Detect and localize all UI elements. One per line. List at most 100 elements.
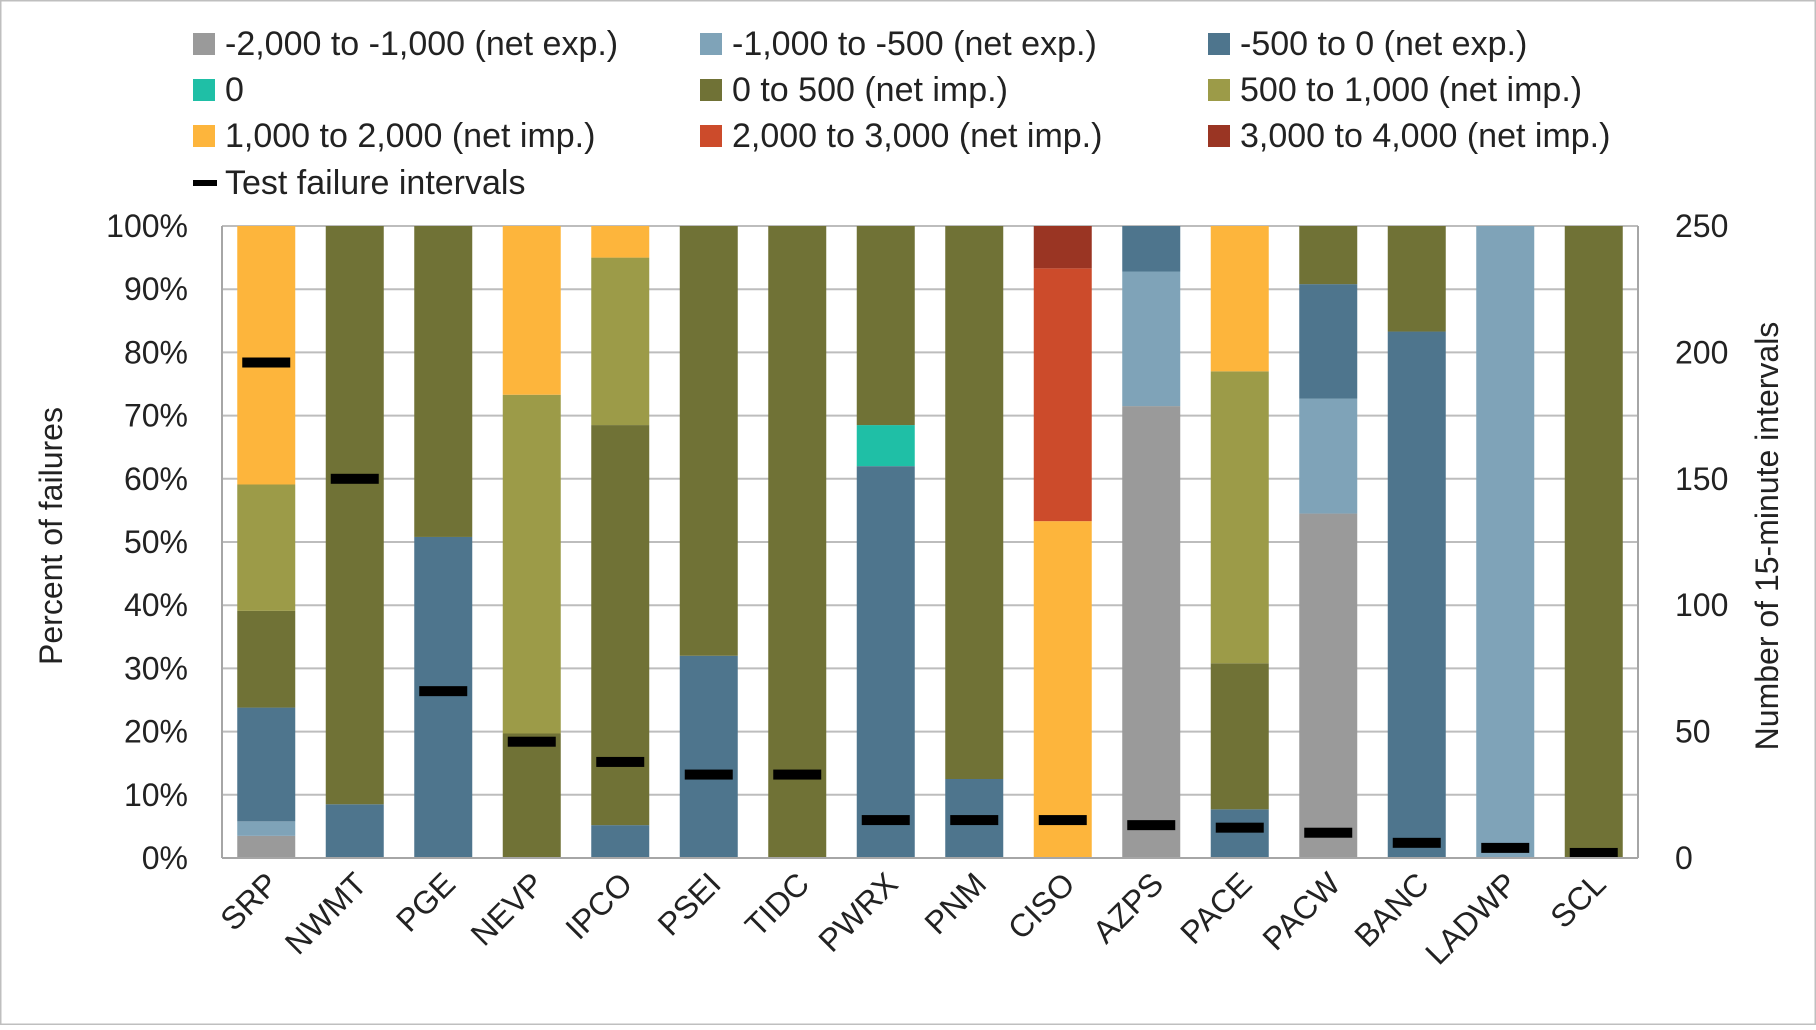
legend-swatch xyxy=(1208,79,1230,101)
bar-segment-srp-2-000-to-1-000-net-exp xyxy=(237,835,296,858)
legend: -2,000 to -1,000 (net exp.) -1,000 to -50… xyxy=(193,25,1610,202)
legend-label: 0 to 500 (net imp.) xyxy=(732,71,1008,109)
legend-item-test-failure-intervals: Test failure intervals xyxy=(193,164,525,202)
y-tick-label: 0% xyxy=(142,840,188,876)
legend-swatch xyxy=(700,125,722,147)
bar-segment-pace-1-000-to-2-000-net-imp xyxy=(1210,226,1269,372)
bar-segment-scl-0-to-500-net-imp xyxy=(1564,226,1623,858)
bar-segment-pacw-0-to-500-net-imp xyxy=(1299,226,1358,285)
test-failure-marker-ciso xyxy=(1038,815,1087,826)
bar-segment-ipco-1-000-to-2-000-net-imp xyxy=(591,226,650,258)
y-tick-label: 50% xyxy=(124,524,188,560)
y2-tick-label: 250 xyxy=(1675,208,1728,244)
bar-segment-pacw-2-000-to-1-000-net-exp xyxy=(1299,513,1358,858)
bar-segment-pwrx-500-to-0-net-exp xyxy=(856,466,915,858)
y2-axis-label: Number of 15-minute intervals xyxy=(1749,322,1785,751)
bar-segment-ciso-2-000-to-3-000-net-imp xyxy=(1033,268,1092,522)
bar-segment-pwrx-0-to-500-net-imp xyxy=(856,226,915,426)
y-tick-label: 90% xyxy=(124,271,188,307)
y-tick-label: 60% xyxy=(124,461,188,497)
bar-segment-srp-0-to-500-net-imp xyxy=(237,610,296,708)
legend-item-3-000-to-4-000-net-imp: 3,000 to 4,000 (net imp.) xyxy=(1208,117,1610,155)
bars xyxy=(237,226,1623,858)
bar-segment-nevp-1-000-to-2-000-net-imp xyxy=(502,226,561,395)
bar-segment-srp-500-to-1-000-net-imp xyxy=(237,484,296,611)
bar-segment-pge-500-to-0-net-exp xyxy=(414,536,473,858)
y-tick-label: 40% xyxy=(124,587,188,623)
bar-segment-pwrx-0 xyxy=(856,425,915,467)
legend-swatch xyxy=(1208,33,1230,55)
legend-item-2-000-to-1-000-net-exp: -2,000 to -1,000 (net exp.) xyxy=(193,25,618,63)
legend-item-2-000-to-3-000-net-imp: 2,000 to 3,000 (net imp.) xyxy=(700,117,1102,155)
test-failure-marker-banc xyxy=(1392,837,1441,848)
test-failure-marker-pacw xyxy=(1304,827,1353,838)
bar-segment-srp-500-to-0-net-exp xyxy=(237,707,296,822)
bar-segment-pge-0-to-500-net-imp xyxy=(414,226,473,537)
bar-segment-tidc-0-to-500-net-imp xyxy=(768,226,827,858)
test-failure-marker-ladwp xyxy=(1481,842,1530,853)
legend-item-500-to-1-000-net-imp: 500 to 1,000 (net imp.) xyxy=(1208,71,1582,109)
y-tick-label: 80% xyxy=(124,334,188,370)
legend-item-0-to-500-net-imp: 0 to 500 (net imp.) xyxy=(700,71,1008,109)
test-failure-marker-pnm xyxy=(950,815,999,826)
bar-segment-nevp-500-to-1-000-net-imp xyxy=(502,394,561,734)
legend-item-1-000-to-2-000-net-imp: 1,000 to 2,000 (net imp.) xyxy=(193,117,595,155)
legend-swatch xyxy=(1208,125,1230,147)
bar-segment-nwmt-500-to-0-net-exp xyxy=(325,804,384,858)
test-failure-marker-ipco xyxy=(596,756,645,767)
y2-tick-label: 50 xyxy=(1675,714,1711,750)
legend-marker-swatch xyxy=(193,180,217,186)
test-failure-marker-nevp xyxy=(507,736,556,747)
legend-label: 2,000 to 3,000 (net imp.) xyxy=(732,117,1102,155)
test-failure-marker-pace xyxy=(1215,822,1264,833)
test-failure-marker-nwmt xyxy=(330,473,379,484)
test-failure-marker-scl xyxy=(1569,847,1618,858)
y2-tick-label: 0 xyxy=(1675,840,1693,876)
y2-tick-label: 100 xyxy=(1675,587,1728,623)
test-failure-marker-psei xyxy=(684,769,733,780)
y-tick-label: 20% xyxy=(124,714,188,750)
legend-label: -500 to 0 (net exp.) xyxy=(1240,25,1527,63)
test-failure-marker-srp xyxy=(242,357,291,368)
bar-segment-nevp-0-to-500-net-imp xyxy=(502,733,561,858)
legend-swatch xyxy=(193,125,215,147)
legend-item-1-000-to-500-net-exp: -1,000 to -500 (net exp.) xyxy=(700,25,1097,63)
bar-segment-azps-500-to-0-net-exp xyxy=(1122,226,1181,272)
bar-segment-pacw-1-000-to-500-net-exp xyxy=(1299,398,1358,514)
legend-label: 3,000 to 4,000 (net imp.) xyxy=(1240,117,1610,155)
legend-item-500-to-0-net-exp: -500 to 0 (net exp.) xyxy=(1208,25,1527,63)
bar-segment-banc-500-to-0-net-exp xyxy=(1387,331,1446,858)
bar-segment-azps-2-000-to-1-000-net-exp xyxy=(1122,406,1181,858)
y-axis-label: Percent of failures xyxy=(33,407,69,665)
bar-segment-ipco-500-to-1-000-net-imp xyxy=(591,257,650,426)
bar-segment-ciso-3-000-to-4-000-net-imp xyxy=(1033,226,1092,269)
bar-segment-nwmt-0-to-500-net-imp xyxy=(325,226,384,805)
bar-segment-srp-1-000-to-500-net-exp xyxy=(237,821,296,836)
bar-segment-ladwp-1-000-to-500-net-exp xyxy=(1476,226,1535,858)
legend-label: 0 xyxy=(225,71,244,109)
bar-segment-pacw-500-to-0-net-exp xyxy=(1299,284,1358,399)
bar-segment-ipco-500-to-0-net-exp xyxy=(591,825,650,858)
bar-segment-psei-500-to-0-net-exp xyxy=(679,655,738,858)
legend-label: -2,000 to -1,000 (net exp.) xyxy=(225,25,618,63)
legend-swatch xyxy=(700,33,722,55)
bar-segment-pace-0-to-500-net-imp xyxy=(1210,663,1269,810)
legend-item-0: 0 xyxy=(193,71,244,109)
test-failure-marker-pge xyxy=(419,686,468,697)
y2-tick-label: 150 xyxy=(1675,461,1728,497)
legend-label: 500 to 1,000 (net imp.) xyxy=(1240,71,1582,109)
legend-swatch xyxy=(700,79,722,101)
legend-swatch xyxy=(193,33,215,55)
test-failure-marker-pwrx xyxy=(861,815,910,826)
bar-segment-pace-500-to-0-net-exp xyxy=(1210,809,1269,858)
y-tick-label: 30% xyxy=(124,650,188,686)
bar-segment-pnm-0-to-500-net-imp xyxy=(945,226,1004,779)
bar-segment-azps-1-000-to-500-net-exp xyxy=(1122,271,1181,407)
bar-segment-pace-500-to-1-000-net-imp xyxy=(1210,371,1269,664)
legend-swatch xyxy=(193,79,215,101)
legend-label: -1,000 to -500 (net exp.) xyxy=(732,25,1097,63)
test-failure-marker-tidc xyxy=(773,769,822,780)
legend-label: 1,000 to 2,000 (net imp.) xyxy=(225,117,595,155)
